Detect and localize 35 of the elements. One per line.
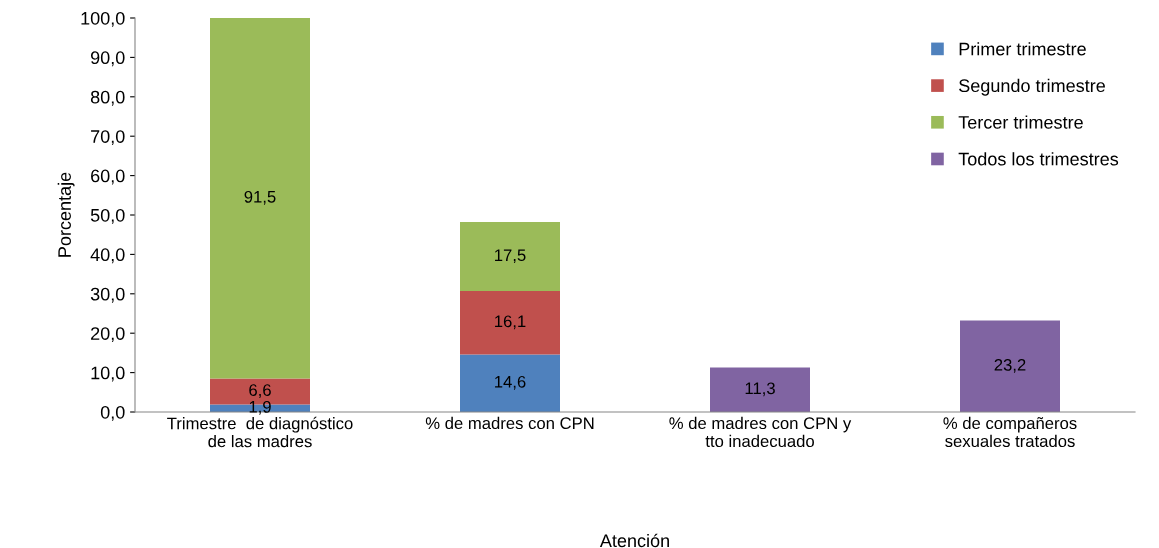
bar (210, 18, 310, 379)
bar (460, 291, 560, 355)
bar (960, 320, 1060, 412)
x-axis-title: Atención (599, 533, 669, 548)
data-label: 17,5 (495, 249, 526, 264)
y-axis-title: Porcentaje (57, 172, 75, 257)
data-label: 91,5 (244, 190, 276, 205)
y-tick-label: 70,0 (91, 130, 125, 146)
y-tick-label: 10,0 (91, 366, 125, 382)
x-tick-label: % de madres con CPN y tto inadecuado (669, 416, 852, 448)
y-tick-label: 80,0 (90, 90, 125, 106)
y-tick-label: 50,0 (90, 208, 125, 224)
data-label: 6,6 (249, 384, 271, 398)
y-tick-label: 90,0 (90, 51, 125, 67)
legend-label: Todos los trimestres (958, 152, 1119, 166)
x-tick-label: % de madres con CPN (425, 416, 594, 430)
data-label: 16,1 (495, 315, 526, 330)
data-label: 11,3 (745, 382, 775, 397)
legend-label: Tercer trimestre (958, 115, 1083, 129)
y-tick-label: 100,0 (81, 11, 125, 27)
y-tick-label: 20,0 (91, 327, 125, 343)
data-label: 14,6 (495, 375, 526, 390)
data-label: 23,2 (994, 358, 1026, 373)
bar (710, 367, 810, 412)
legend-label: Segundo trimestre (959, 78, 1105, 96)
y-tick-label: 40,0 (90, 248, 125, 264)
y-tick-label: 0,0 (100, 405, 125, 421)
bar (460, 354, 560, 412)
bar (460, 222, 560, 292)
legend-label: Primer trimestre (959, 42, 1086, 56)
x-tick-label: Trimestre de diagnóstico de las madres (167, 416, 353, 448)
y-tick-label: 30,0 (90, 287, 125, 303)
data-label: 1,9 (249, 400, 271, 415)
y-tick-label: 60,0 (91, 169, 125, 185)
x-tick-label: % de compañeros sexuales tratados (943, 416, 1077, 448)
